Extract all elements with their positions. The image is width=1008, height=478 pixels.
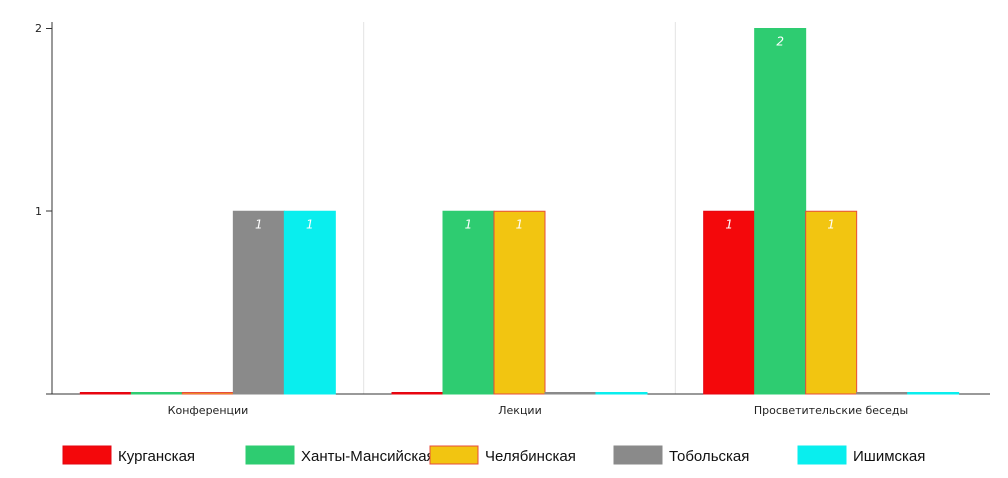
bar (130, 392, 183, 395)
bars (79, 28, 960, 395)
bar-value-label: 1 (725, 217, 733, 231)
bar (181, 392, 234, 395)
bar (79, 392, 132, 395)
bar (442, 210, 495, 395)
grid (363, 22, 676, 394)
x-category-label: Конференции (168, 404, 249, 417)
legend-swatch-ishim (797, 445, 847, 465)
bar (595, 392, 648, 395)
bar-value-label: 1 (827, 217, 835, 231)
legend-label-kurgan: Курганская (118, 448, 195, 465)
bar (856, 392, 909, 395)
bar (754, 28, 807, 395)
bar (283, 210, 336, 395)
legend-label-chelyabinsk: Челябинская (485, 448, 576, 465)
bar (232, 210, 285, 395)
bar (907, 392, 960, 395)
y-tick-label: 1 (35, 205, 42, 218)
legend: Курганская Ханты-Мансийская Челябинская … (62, 445, 925, 465)
x-category-label: Просветительские беседы (754, 404, 908, 417)
y-tick-label: 2 (35, 22, 42, 35)
legend-swatch-chelyabinsk (429, 445, 479, 465)
bar (805, 210, 858, 395)
legend-swatch-kurgan (62, 445, 112, 465)
bar-value-label: 1 (516, 217, 524, 231)
bar-value-label: 1 (306, 217, 314, 231)
bar (544, 392, 597, 395)
legend-label-khanty-mansi: Ханты-Мансийская (301, 448, 435, 465)
legend-swatch-khanty-mansi (245, 445, 295, 465)
bar (493, 210, 546, 395)
bar (703, 210, 756, 395)
legend-swatch-tobolsk (613, 445, 663, 465)
category-labels: Конференции Лекции Просветительские бесе… (168, 404, 908, 417)
bar (391, 392, 444, 395)
bar-value-label: 1 (465, 217, 473, 231)
x-category-label: Лекции (498, 404, 541, 417)
bar-value-label: 2 (776, 35, 784, 49)
bar-value-label: 1 (255, 217, 263, 231)
legend-label-tobolsk: Тобольская (669, 448, 749, 465)
legend-label-ishim: Ишимская (853, 448, 925, 465)
data-labels: 1 1 1 1 1 2 1 (255, 35, 835, 232)
